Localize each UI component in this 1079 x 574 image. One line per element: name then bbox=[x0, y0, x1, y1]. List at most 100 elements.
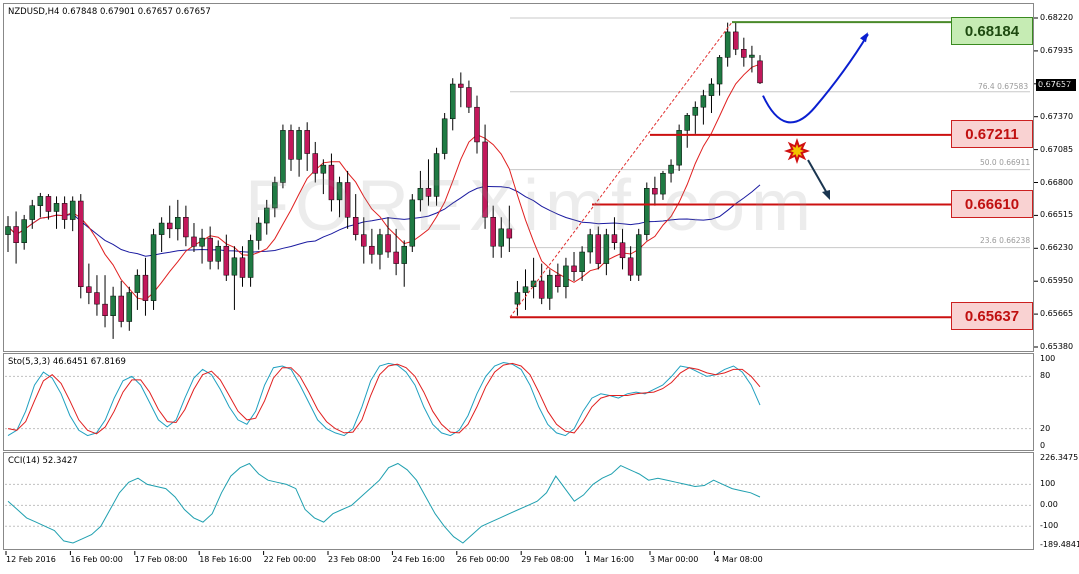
candle-body bbox=[272, 182, 278, 209]
candle-body bbox=[757, 60, 763, 84]
watermark: FOREXimf.com bbox=[245, 166, 818, 246]
candle-body bbox=[53, 203, 60, 212]
candle-body bbox=[126, 292, 133, 322]
candle-body bbox=[158, 222, 165, 235]
candle-body bbox=[603, 234, 610, 264]
candle-body bbox=[716, 57, 723, 85]
candle-body bbox=[635, 234, 642, 276]
candle-body bbox=[369, 245, 375, 255]
candle-body bbox=[749, 54, 755, 58]
candle-body bbox=[393, 251, 399, 264]
y-tick-label: 0.68220 bbox=[1040, 13, 1074, 22]
cci-pane[interactable] bbox=[3, 452, 1034, 550]
candle-body bbox=[571, 265, 577, 272]
x-tick-label: 24 Feb 16:00 bbox=[392, 555, 445, 564]
symbol-header: NZDUSD,H4 0.67848 0.67901 0.67657 0.6765… bbox=[8, 7, 211, 17]
candle-body bbox=[336, 182, 343, 201]
candle-body bbox=[78, 200, 84, 288]
candle-body bbox=[708, 83, 715, 96]
candle-body bbox=[660, 172, 666, 195]
candle-body bbox=[94, 292, 100, 305]
current-price-tag: 0.67657 bbox=[1036, 79, 1076, 91]
x-tick-label: 16 Feb 00:00 bbox=[70, 555, 123, 564]
candle-body bbox=[37, 196, 44, 206]
y-tick-label: 0.67935 bbox=[1040, 45, 1074, 55]
candle-body bbox=[142, 274, 149, 301]
candle-body bbox=[191, 236, 197, 247]
candle-body bbox=[474, 106, 480, 143]
ohlc-values: 0.67848 0.67901 0.67657 0.67657 bbox=[62, 7, 211, 17]
candle-body bbox=[280, 130, 286, 183]
candle-body bbox=[522, 286, 529, 293]
stochastic-pane[interactable] bbox=[3, 353, 1034, 451]
candle-body bbox=[433, 153, 440, 197]
candle-body bbox=[264, 207, 270, 224]
candle-body bbox=[595, 234, 602, 264]
candle-body bbox=[652, 188, 658, 195]
y-tick-label: 0.65950 bbox=[1040, 276, 1074, 286]
candle-body bbox=[514, 292, 521, 305]
candle-body bbox=[538, 280, 545, 299]
x-tick-label: 4 Mar 08:00 bbox=[714, 555, 763, 564]
fib-label-76: 76.4 0.67583 bbox=[978, 82, 1029, 91]
candle-body bbox=[102, 303, 108, 316]
y-tick-label: 0.67650 bbox=[1040, 78, 1074, 88]
candle-body bbox=[417, 188, 424, 201]
sto-signal-line bbox=[7, 362, 761, 435]
sto-main-line bbox=[7, 361, 761, 437]
x-tick-label: 3 Mar 00:00 bbox=[650, 555, 699, 564]
cci-tick-label: -189.4841 bbox=[1040, 540, 1079, 549]
candle-body bbox=[150, 234, 157, 301]
y-tick-label: 0.65380 bbox=[1040, 342, 1074, 351]
down-arrow-line bbox=[807, 159, 829, 196]
cci-line bbox=[7, 462, 761, 544]
moving-average-blue bbox=[7, 184, 761, 257]
candle-body bbox=[684, 115, 690, 131]
candle-body bbox=[61, 203, 68, 220]
sto-tick-label: 20 bbox=[1040, 423, 1051, 433]
candle-body bbox=[579, 251, 585, 272]
level-box-support-3: 0.65637 bbox=[951, 302, 1033, 330]
y-tick-label: 0.66800 bbox=[1040, 177, 1074, 187]
candle-body bbox=[199, 237, 205, 247]
y-tick-label: 0.67370 bbox=[1040, 111, 1074, 121]
forecast-arrowhead bbox=[860, 32, 868, 43]
candle-body bbox=[409, 199, 416, 247]
candle-body bbox=[118, 295, 124, 322]
candle-body bbox=[45, 196, 52, 212]
down-arrow-head bbox=[822, 190, 830, 200]
candle-body bbox=[741, 49, 747, 58]
y-tick-label: 0.67085 bbox=[1040, 144, 1074, 154]
y-tick-label: 0.66230 bbox=[1040, 243, 1074, 253]
candle-body bbox=[175, 217, 181, 230]
x-tick-label: 23 Feb 08:00 bbox=[328, 555, 381, 564]
candle-body bbox=[223, 245, 230, 276]
x-tick-label: 17 Feb 08:00 bbox=[134, 555, 188, 564]
symbol-name: NZDUSD,H4 bbox=[8, 7, 60, 17]
candle-body bbox=[611, 234, 618, 243]
candle-body bbox=[5, 226, 11, 235]
fib-diagonal-line bbox=[509, 21, 733, 318]
candle-body bbox=[490, 217, 496, 247]
candle-body bbox=[425, 188, 432, 197]
candle-body bbox=[320, 164, 327, 174]
candle-body bbox=[255, 222, 262, 241]
level-box-resistance: 0.68184 bbox=[951, 17, 1033, 45]
candle-body bbox=[441, 118, 448, 154]
cci-tick-label: 226.3475 bbox=[1040, 453, 1079, 462]
candle-body bbox=[732, 31, 739, 50]
candle-body bbox=[676, 130, 682, 166]
sto-tick-label: 100 bbox=[1040, 354, 1056, 363]
candle-body bbox=[506, 228, 513, 239]
level-box-support-1: 0.67211 bbox=[951, 120, 1033, 148]
candle-body bbox=[692, 106, 699, 116]
candle-body bbox=[69, 200, 76, 220]
candle-body bbox=[700, 95, 707, 108]
candle-body bbox=[13, 226, 19, 243]
explosion-icon bbox=[783, 137, 811, 165]
cci-header: CCI(14) 52.3427 bbox=[8, 456, 78, 466]
x-tick-label: 1 Mar 16:00 bbox=[585, 555, 634, 564]
level-box-support-2: 0.66610 bbox=[951, 190, 1033, 218]
candle-body bbox=[724, 31, 731, 58]
candle-body bbox=[466, 87, 472, 108]
